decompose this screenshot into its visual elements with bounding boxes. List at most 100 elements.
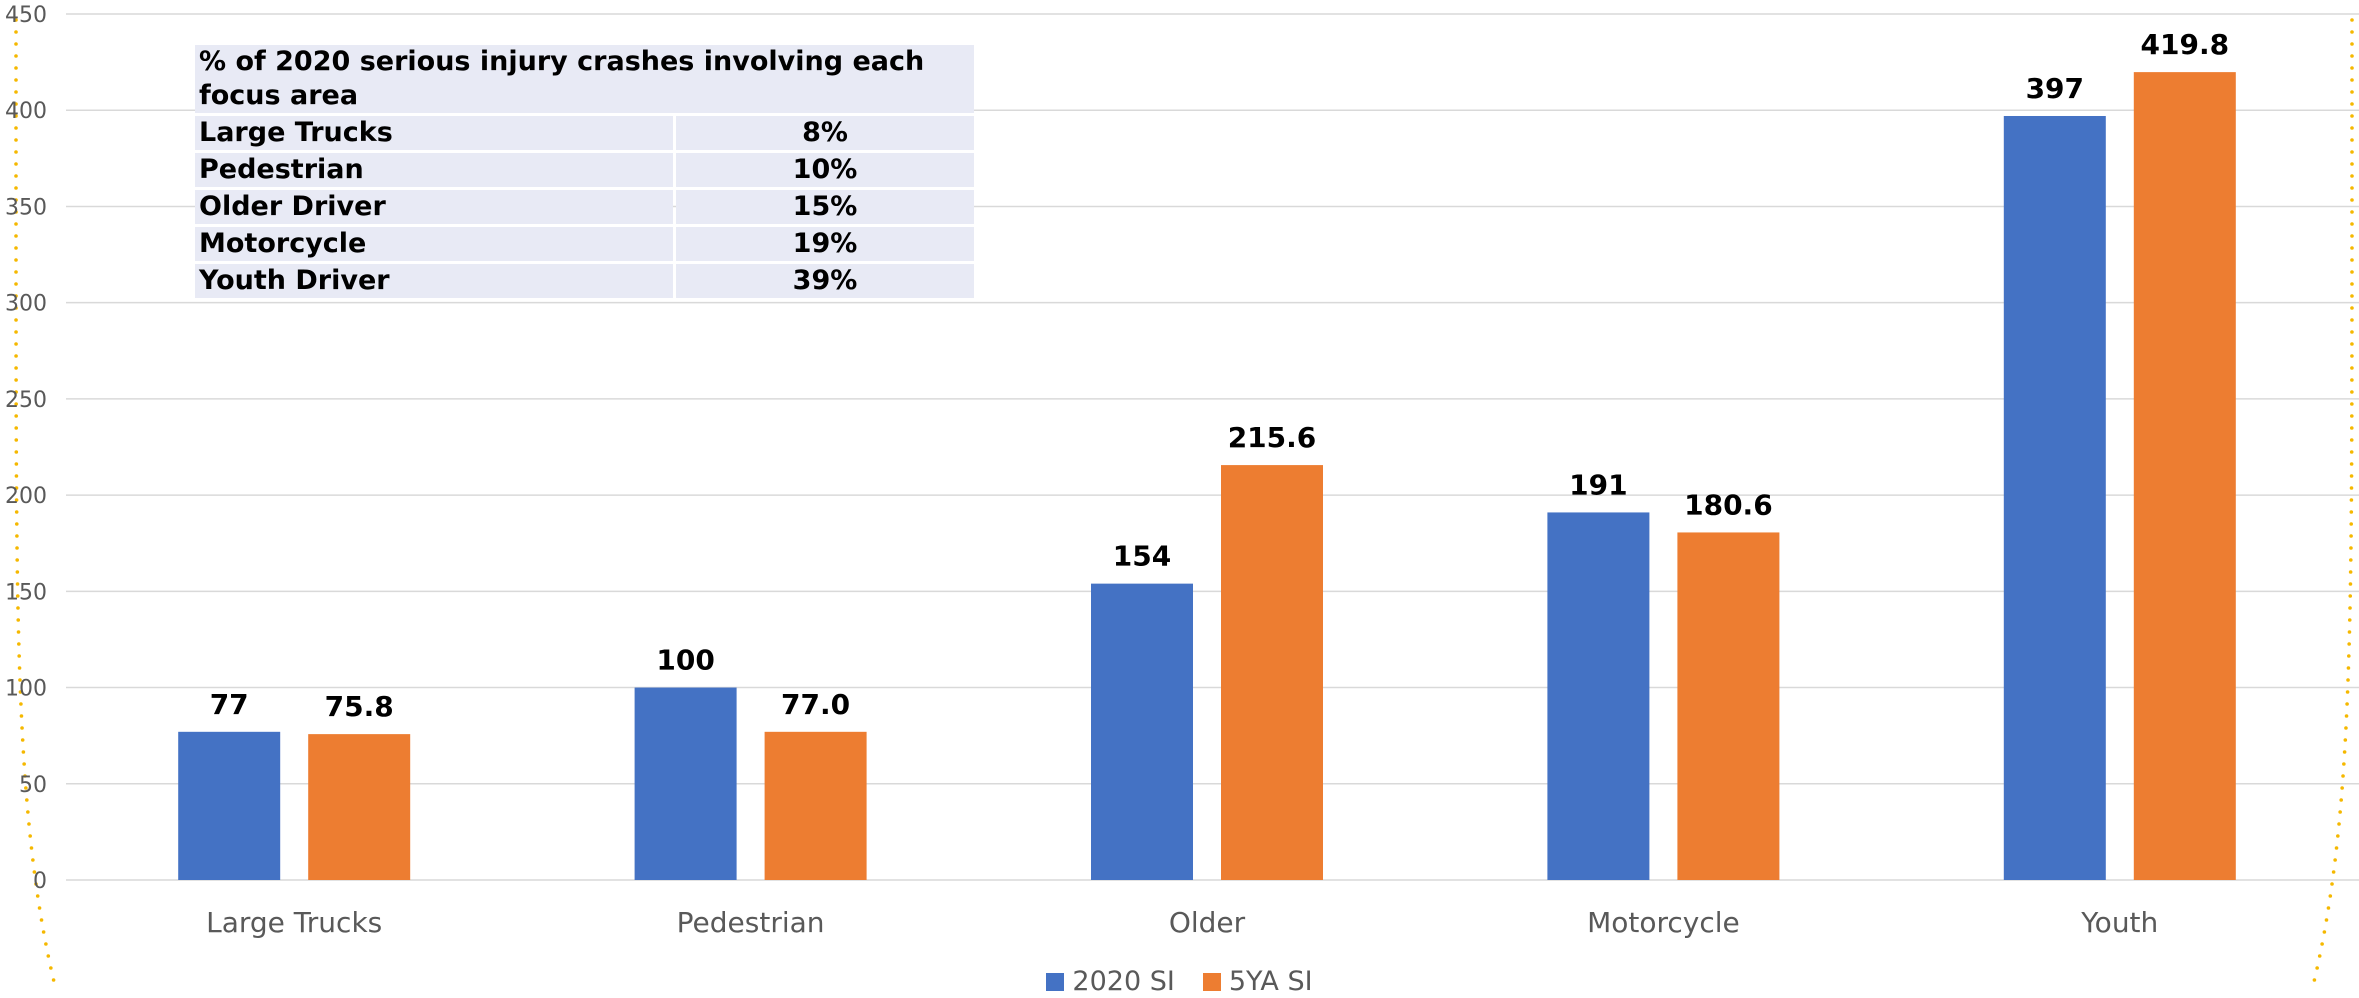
frame-dot xyxy=(14,354,18,358)
frame-dot xyxy=(17,642,21,646)
table-row-value: 10% xyxy=(676,153,974,187)
frame-dot xyxy=(14,270,18,274)
frame-dot xyxy=(28,834,32,838)
data-label: 215.6 xyxy=(1228,421,1317,454)
frame-dot xyxy=(2350,150,2354,154)
frame-dot xyxy=(37,906,42,910)
bar xyxy=(1677,532,1780,880)
frame-dot xyxy=(2330,882,2334,886)
frame-dot xyxy=(2349,522,2354,526)
table-row-label: Youth Driver xyxy=(195,264,673,298)
frame-dot xyxy=(14,114,18,118)
frame-dot xyxy=(2328,894,2333,898)
frame-dot xyxy=(16,618,21,622)
data-label: 77 xyxy=(210,688,249,721)
frame-dot xyxy=(2331,870,2336,874)
frame-dot xyxy=(2350,78,2354,82)
frame-dot xyxy=(2350,18,2354,22)
decorative-dotted-frame xyxy=(14,18,2354,982)
frame-dot xyxy=(14,138,18,142)
table-row: Youth Driver 39% xyxy=(195,264,974,298)
x-tick-label: Older xyxy=(1169,906,1246,939)
x-tick-label: Motorcycle xyxy=(1587,906,1740,939)
frame-dot xyxy=(2315,966,2319,970)
legend-label: 2020 SI xyxy=(1072,966,1175,997)
y-tick-label: 200 xyxy=(5,484,47,509)
frame-dot xyxy=(2340,786,2344,790)
frame-dot xyxy=(2341,774,2345,778)
legend-label: 5YA SI xyxy=(1228,966,1313,997)
frame-dot xyxy=(2349,438,2354,442)
table-row-value: 15% xyxy=(676,190,974,224)
frame-dot xyxy=(2342,750,2347,754)
frame-dot xyxy=(14,30,18,34)
frame-dot xyxy=(2322,930,2327,934)
frame-dot xyxy=(2349,486,2354,490)
frame-dot xyxy=(15,594,20,598)
frame-dot xyxy=(2344,726,2348,730)
frame-dot xyxy=(2343,738,2348,742)
frame-dot xyxy=(18,678,22,682)
frame-dot xyxy=(14,342,18,346)
bar xyxy=(1091,583,1193,880)
table-row-label: Older Driver xyxy=(195,190,673,224)
frame-dot xyxy=(14,222,18,226)
data-label: 180.6 xyxy=(1684,488,1773,521)
frame-dot xyxy=(31,858,35,862)
table-row-label: Motorcycle xyxy=(195,227,673,261)
frame-dot xyxy=(2350,90,2354,94)
frame-dot xyxy=(2350,30,2354,34)
bars xyxy=(178,72,2236,881)
frame-dot xyxy=(14,126,18,130)
bar xyxy=(1547,512,1650,880)
frame-dot xyxy=(20,738,25,742)
frame-dot xyxy=(20,726,24,730)
frame-dot xyxy=(2350,306,2354,310)
x-axis-categories: Large Trucks Pedestrian Older Motorcycle You… xyxy=(206,906,2158,939)
frame-dot xyxy=(14,414,18,418)
frame-dot xyxy=(14,438,19,442)
frame-dot xyxy=(14,390,18,394)
frame-dot xyxy=(14,486,19,490)
frame-dot xyxy=(21,750,26,754)
data-label: 419.8 xyxy=(2141,28,2230,61)
bar xyxy=(2003,115,2106,881)
table-row: Motorcycle 19% xyxy=(195,227,974,261)
frame-dot xyxy=(44,942,48,946)
frame-dot xyxy=(2342,762,2346,766)
data-label: 397 xyxy=(2026,72,2084,105)
frame-dot xyxy=(14,42,18,46)
frame-dot xyxy=(39,918,44,922)
frame-dot xyxy=(14,18,18,22)
frame-dot xyxy=(15,570,20,574)
legend-swatch xyxy=(1202,972,1221,991)
y-axis-ticks: 0 50 100 150 200 250 300 350 400 450 xyxy=(5,3,47,894)
frame-dot xyxy=(2350,102,2354,106)
frame-dot xyxy=(18,690,23,694)
x-tick-label: Youth xyxy=(2080,906,2158,939)
frame-dot xyxy=(2347,618,2352,622)
frame-dot xyxy=(14,402,18,406)
frame-dot xyxy=(16,630,21,634)
table-row: Older Driver 15% xyxy=(195,190,974,224)
frame-dot xyxy=(2350,234,2354,238)
frame-dot xyxy=(2345,702,2349,706)
frame-dot xyxy=(2320,942,2324,946)
frame-dot xyxy=(14,294,18,298)
frame-dot xyxy=(2349,558,2353,562)
frame-dot xyxy=(2339,798,2343,802)
y-tick-label: 450 xyxy=(5,3,47,28)
frame-dot xyxy=(2344,714,2349,718)
table-header: % of 2020 serious injury crashes involvi… xyxy=(195,45,974,113)
frame-dot xyxy=(51,978,56,982)
frame-dot xyxy=(2324,918,2329,922)
bar xyxy=(308,734,411,880)
frame-dot xyxy=(25,798,29,802)
frame-dot xyxy=(2348,582,2353,586)
frame-dot xyxy=(19,714,24,718)
frame-dot xyxy=(14,174,18,178)
frame-dot xyxy=(14,522,19,526)
bar xyxy=(634,687,737,880)
frame-dot xyxy=(2348,594,2353,598)
frame-dot xyxy=(14,426,19,430)
